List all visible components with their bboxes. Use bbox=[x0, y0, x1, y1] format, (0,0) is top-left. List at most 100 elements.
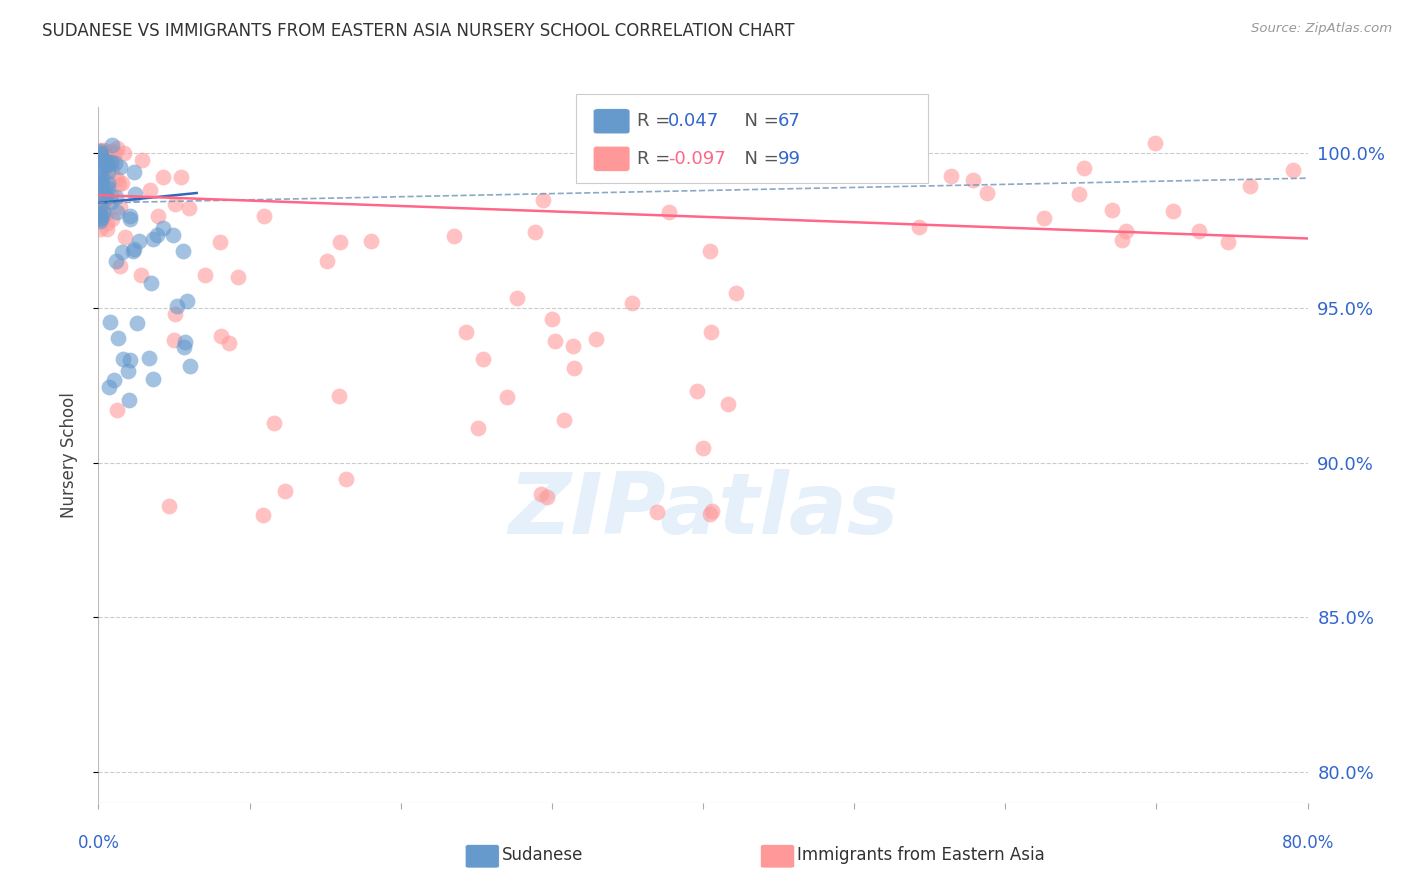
Point bbox=[152, 169, 174, 184]
Point bbox=[89, 152, 111, 166]
Point bbox=[274, 484, 297, 499]
Point bbox=[94, 147, 117, 161]
Point bbox=[536, 490, 558, 504]
Point bbox=[443, 229, 465, 244]
Point bbox=[165, 307, 187, 321]
Point bbox=[120, 352, 142, 367]
Point bbox=[329, 235, 352, 249]
Point bbox=[118, 392, 141, 407]
Point bbox=[89, 145, 111, 159]
Point bbox=[93, 183, 115, 197]
Point bbox=[122, 242, 145, 256]
Point bbox=[97, 165, 120, 179]
Point bbox=[544, 334, 567, 348]
Point bbox=[138, 351, 160, 366]
Point bbox=[89, 212, 111, 227]
Point bbox=[93, 166, 115, 180]
Point bbox=[506, 291, 529, 305]
Point bbox=[142, 232, 165, 246]
Point bbox=[146, 227, 169, 242]
Point bbox=[98, 314, 121, 328]
Point bbox=[226, 269, 249, 284]
Point bbox=[93, 193, 115, 207]
Point bbox=[1115, 224, 1137, 238]
Point bbox=[454, 325, 477, 339]
Point bbox=[100, 154, 122, 169]
Point bbox=[939, 169, 962, 183]
Point bbox=[252, 508, 274, 523]
Point bbox=[100, 195, 122, 210]
Point bbox=[114, 229, 136, 244]
Point bbox=[125, 317, 148, 331]
Point bbox=[104, 190, 127, 204]
Point bbox=[105, 253, 128, 268]
Point bbox=[585, 332, 607, 346]
Point bbox=[89, 222, 111, 236]
Point bbox=[111, 244, 134, 259]
Point bbox=[159, 499, 181, 513]
Point bbox=[142, 371, 165, 385]
Text: 80.0%: 80.0% bbox=[1281, 834, 1334, 852]
Point bbox=[100, 188, 122, 202]
Point bbox=[89, 145, 111, 160]
Point bbox=[97, 181, 120, 195]
Point bbox=[529, 487, 551, 501]
Point bbox=[89, 214, 111, 228]
Point bbox=[104, 146, 127, 161]
Point bbox=[562, 361, 585, 376]
Point bbox=[111, 176, 134, 190]
Point bbox=[263, 416, 285, 430]
Point bbox=[1101, 202, 1123, 217]
Point bbox=[94, 159, 117, 173]
Point bbox=[173, 340, 195, 354]
Point bbox=[699, 507, 721, 521]
Point bbox=[218, 335, 240, 350]
Point bbox=[1111, 233, 1133, 247]
Point bbox=[471, 351, 494, 366]
Point bbox=[117, 364, 139, 378]
Point bbox=[700, 325, 723, 339]
Point bbox=[129, 268, 152, 282]
Point bbox=[105, 172, 128, 186]
Point bbox=[96, 216, 118, 230]
Point bbox=[897, 136, 920, 151]
Point bbox=[90, 147, 112, 161]
Point bbox=[541, 311, 564, 326]
Point bbox=[817, 166, 839, 180]
Point bbox=[97, 176, 120, 190]
Point bbox=[100, 163, 122, 178]
Point bbox=[523, 225, 546, 239]
Point bbox=[107, 331, 129, 345]
Point bbox=[717, 397, 740, 411]
Point bbox=[194, 268, 217, 282]
Point bbox=[89, 174, 111, 188]
Point bbox=[315, 254, 337, 268]
Point bbox=[90, 189, 112, 203]
Point bbox=[112, 145, 135, 160]
Text: 99: 99 bbox=[778, 150, 800, 168]
Point bbox=[111, 351, 134, 366]
Point bbox=[124, 186, 146, 201]
Point bbox=[209, 328, 232, 343]
Point bbox=[176, 293, 198, 308]
Point bbox=[335, 472, 357, 486]
Point bbox=[93, 143, 115, 157]
Point bbox=[107, 178, 129, 192]
Point bbox=[725, 286, 748, 301]
Point bbox=[105, 205, 128, 219]
Point bbox=[531, 193, 554, 207]
Point bbox=[104, 155, 127, 169]
Point bbox=[692, 441, 714, 455]
Point bbox=[699, 244, 721, 258]
Text: Source: ZipAtlas.com: Source: ZipAtlas.com bbox=[1251, 22, 1392, 36]
Point bbox=[118, 212, 141, 227]
Point bbox=[166, 299, 188, 313]
Text: Immigrants from Eastern Asia: Immigrants from Eastern Asia bbox=[797, 846, 1045, 863]
Point bbox=[1239, 179, 1261, 194]
Point bbox=[328, 389, 350, 403]
Point bbox=[209, 235, 232, 249]
Point bbox=[101, 212, 124, 227]
Point bbox=[702, 504, 724, 518]
Point bbox=[93, 199, 115, 213]
Point bbox=[100, 144, 122, 158]
